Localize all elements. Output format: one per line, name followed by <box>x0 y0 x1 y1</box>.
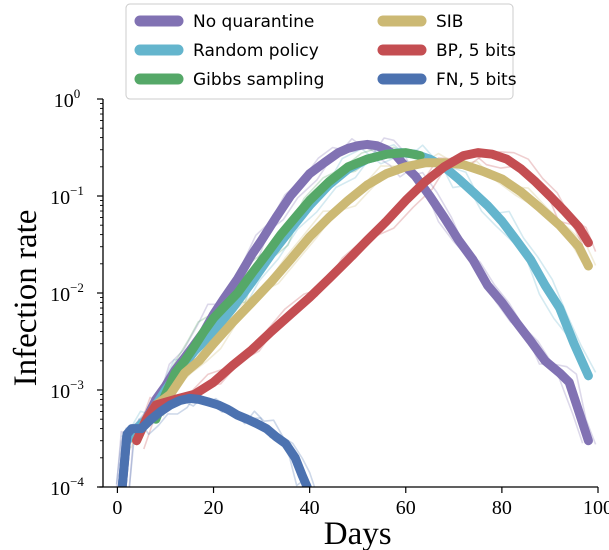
x-tick-label: 80 <box>492 497 512 519</box>
series-line-5 <box>117 393 312 487</box>
legend: No quarantine Random policy Gibbs sampling… <box>125 3 517 100</box>
x-tick-label: 20 <box>204 497 224 519</box>
x-tick-label: 60 <box>396 497 416 519</box>
x-tick-label: 100 <box>583 497 609 519</box>
x-tick-label: 0 <box>112 497 122 519</box>
legend-label: BP, 5 bits <box>436 41 516 61</box>
x-tick-label: 40 <box>300 497 320 519</box>
series-line-2 <box>151 148 425 424</box>
y-axis-label: Infection rate <box>8 210 44 387</box>
trial-line <box>115 396 302 487</box>
legend-label: Gibbs sampling <box>193 70 324 90</box>
y-tick-label: 10−3 <box>50 377 84 403</box>
x-axis-label: Days <box>324 516 392 550</box>
series-line-4 <box>132 148 593 446</box>
y-tick-label: 10−2 <box>50 280 84 306</box>
series-line-3 <box>132 158 593 446</box>
legend-label: Random policy <box>193 41 319 61</box>
legend-label: No quarantine <box>193 12 314 32</box>
y-tick-label: 10−1 <box>50 183 84 209</box>
y-tick-label: 10−4 <box>50 474 84 500</box>
y-tick-label: 100 <box>54 86 81 112</box>
legend-label: FN, 5 bits <box>436 70 517 90</box>
axes: 0 20 40 60 80 100 10−4 10−3 10−2 10−1 100 Days Infec… <box>8 86 609 550</box>
series-lines <box>117 139 593 487</box>
legend-label: SIB <box>436 12 463 32</box>
